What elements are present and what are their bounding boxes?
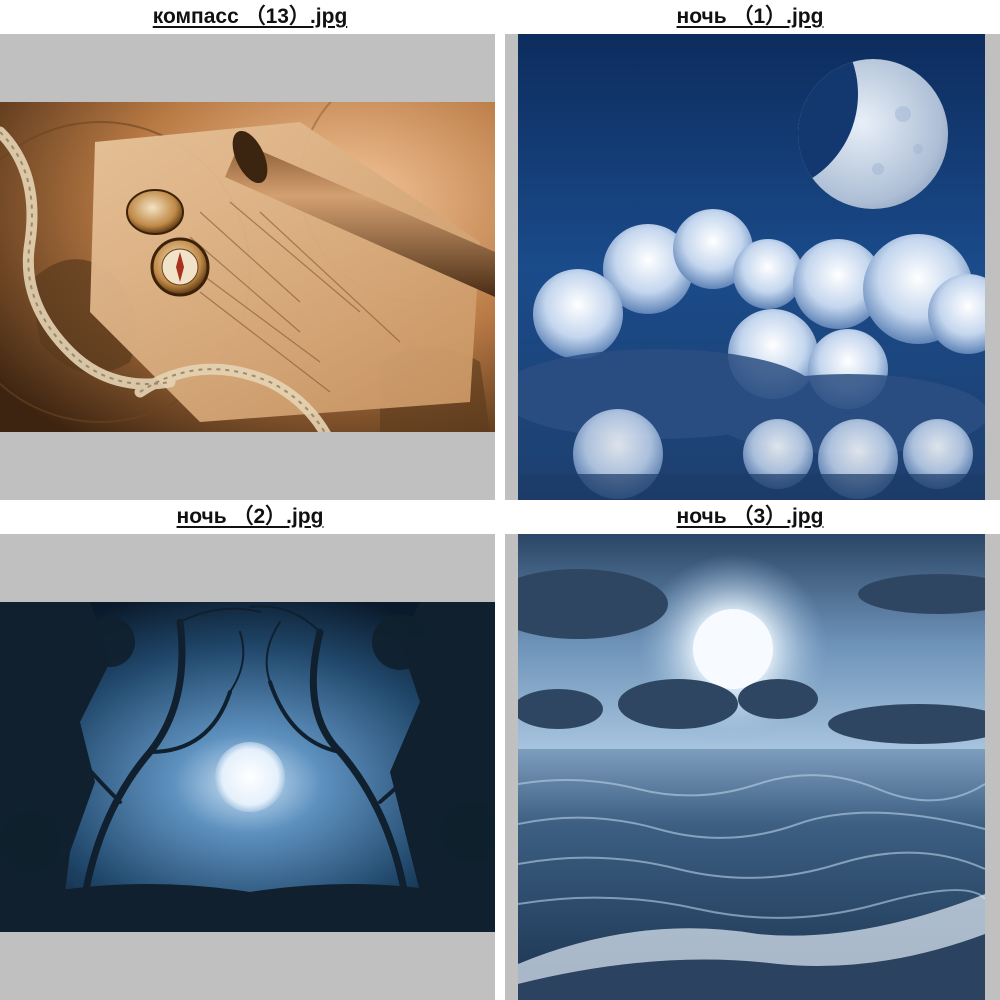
filename-link[interactable]: ночь （1）.jpg	[676, 5, 824, 28]
thumbnail-frame	[505, 534, 1000, 1000]
thumbnail-frame	[505, 34, 1000, 500]
gallery-cell-night-3[interactable]: ночь （3）.jpg	[500, 500, 1000, 1000]
thumbnail-frame	[0, 34, 495, 500]
filename-link[interactable]: ночь （2）.jpg	[176, 505, 324, 528]
filename-link[interactable]: компасс （13）.jpg	[152, 5, 348, 28]
moon-sea-photo[interactable]	[518, 534, 985, 1000]
thumbnail-frame	[0, 534, 495, 1000]
moon-clouds-photo[interactable]	[518, 34, 985, 500]
moon-trees-photo[interactable]	[0, 602, 495, 932]
compass-map-photo[interactable]	[0, 102, 495, 432]
filename-link[interactable]: ночь （3）.jpg	[676, 505, 824, 528]
gallery-cell-compass-13[interactable]: компасс （13）.jpg	[0, 0, 500, 500]
gallery-cell-night-2[interactable]: ночь （2）.jpg	[0, 500, 500, 1000]
gallery-cell-night-1[interactable]: ночь （1）.jpg	[500, 0, 1000, 500]
